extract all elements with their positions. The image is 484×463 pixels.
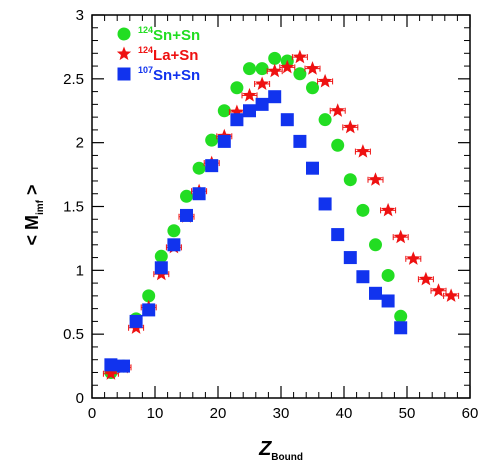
data-point-square — [356, 270, 370, 284]
data-point-circle — [180, 189, 193, 203]
data-point-circle — [343, 173, 357, 187]
data-point-star — [305, 61, 320, 75]
data-point-star — [406, 251, 421, 265]
data-point-star — [267, 63, 282, 78]
series-square — [104, 90, 408, 373]
legend-label-mass-number: 124 — [138, 25, 153, 35]
data-point-circle — [306, 81, 319, 95]
data-point-square — [154, 261, 168, 275]
data-point-circle — [205, 133, 219, 147]
data-point-square — [205, 159, 219, 173]
x-tick-label: 40 — [336, 405, 353, 422]
data-point-square — [381, 294, 395, 308]
data-point-square — [394, 321, 408, 335]
y-tick-label: 2.5 — [63, 71, 84, 88]
data-point-star — [393, 229, 408, 244]
data-point-square — [255, 97, 269, 111]
y-axis-title: < Mimf > — [22, 184, 46, 245]
data-point-star — [229, 104, 245, 119]
x-tick-label: 30 — [273, 405, 290, 422]
data-point-circle — [154, 249, 168, 263]
data-point-square — [142, 303, 156, 317]
data-point-circle — [192, 161, 206, 175]
x-tick-label: 60 — [462, 405, 479, 422]
y-tick-label: 2 — [76, 135, 84, 152]
legend-label: 124La+Sn — [138, 45, 198, 64]
data-point-square — [230, 113, 244, 127]
data-point-circle — [369, 238, 382, 252]
data-point-star — [317, 73, 333, 88]
data-point-star — [443, 288, 459, 302]
data-point-square — [117, 359, 130, 373]
data-point-square — [331, 228, 345, 242]
legend-label-mass-number: 107 — [138, 65, 153, 75]
data-point-star — [368, 172, 383, 186]
data-marks — [102, 49, 460, 380]
x-tick-label: 10 — [147, 405, 164, 422]
legend-marker-square — [117, 67, 131, 81]
x-tick-label: 0 — [88, 405, 96, 422]
data-point-circle — [293, 67, 307, 81]
y-tick-label: 0 — [76, 390, 84, 407]
x-axis-title: ZBound — [258, 438, 303, 463]
legend-label: 124Sn+Sn — [138, 25, 200, 44]
data-point-star — [380, 202, 396, 217]
data-point-circle — [243, 62, 256, 76]
x-tick-label: 50 — [399, 405, 416, 422]
x-tick-label: 20 — [210, 405, 227, 422]
data-point-circle — [356, 203, 370, 217]
legend-label-system: Sn+Sn — [153, 67, 200, 84]
data-point-circle — [318, 113, 332, 127]
data-point-star — [418, 271, 434, 286]
axes: 0 10 20 30 40 50 60 0 0.5 1 1.5 2 2.5 3 — [63, 7, 478, 422]
data-point-circle — [142, 289, 156, 303]
data-point-circle — [217, 104, 231, 118]
data-point-square — [129, 314, 143, 328]
data-point-star — [343, 119, 358, 134]
axis-titles: ZBound < Mimf > — [22, 184, 303, 463]
data-point-square — [217, 134, 231, 148]
data-point-square — [343, 251, 357, 265]
data-point-circle — [255, 62, 269, 76]
data-point-square — [180, 208, 193, 222]
data-point-square — [192, 187, 206, 201]
data-point-square — [104, 358, 118, 372]
data-point-star — [431, 283, 446, 297]
data-point-circle — [167, 224, 181, 238]
y-tick-label: 1 — [76, 262, 84, 279]
data-point-square — [369, 286, 382, 300]
legend-label-system: La+Sn — [153, 47, 198, 64]
data-point-square — [293, 134, 307, 148]
data-point-square — [318, 197, 332, 211]
data-point-star — [292, 49, 308, 64]
y-tick-label: 1.5 — [63, 199, 84, 216]
data-point-star — [103, 366, 119, 380]
data-point-circle — [381, 268, 395, 282]
data-point-star — [280, 59, 295, 74]
data-point-circle — [230, 81, 244, 95]
legend-marker-star — [116, 46, 132, 61]
legend-label-system: Sn+Sn — [153, 27, 200, 44]
data-point-circle — [394, 309, 408, 323]
data-point-star — [254, 76, 270, 91]
data-point-circle — [268, 51, 282, 65]
data-point-circle — [331, 138, 345, 152]
legend-marker-circle — [117, 27, 131, 41]
data-point-star — [242, 87, 257, 102]
y-tick-label: 3 — [76, 7, 84, 24]
legend-label: 107Sn+Sn — [138, 65, 200, 84]
data-point-square — [167, 238, 181, 252]
data-point-square — [268, 90, 282, 104]
data-point-square — [280, 113, 294, 127]
data-point-square — [306, 161, 319, 175]
data-point-star — [355, 144, 371, 158]
legend-label-mass-number: 124 — [138, 45, 153, 55]
y-tick-label: 0.5 — [63, 326, 84, 343]
data-point-star — [330, 103, 345, 117]
data-point-square — [243, 104, 256, 118]
